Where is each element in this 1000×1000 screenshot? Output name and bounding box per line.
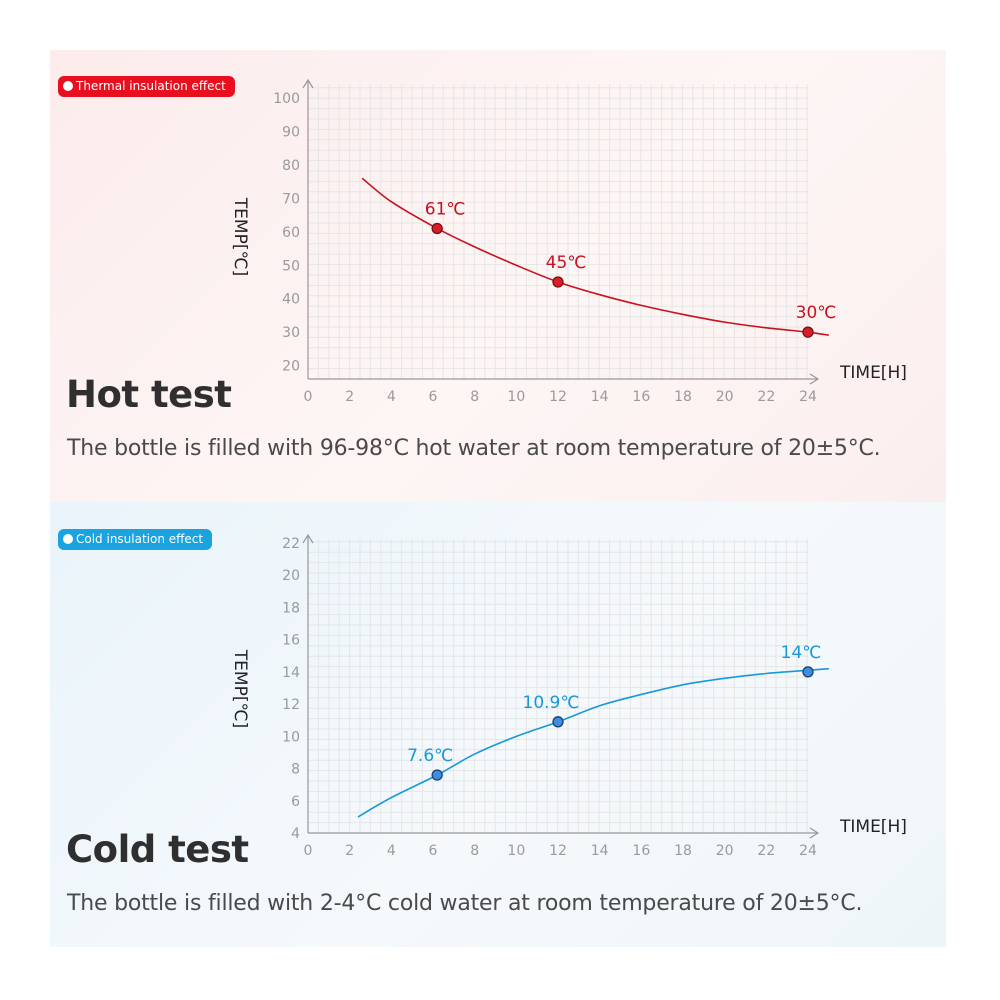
data-point [802,666,814,678]
data-point [552,716,564,728]
x-tick-label: 8 [470,843,479,859]
data-point [802,326,814,338]
x-tick-label: 18 [674,843,692,859]
y-tick-label: 70 [282,191,300,207]
x-tick-label: 22 [757,389,775,405]
x-tick-label: 4 [387,843,396,859]
x-tick-label: 2 [345,843,354,859]
x-tick-label: 14 [591,389,609,405]
y-tick-label: 12 [282,697,300,713]
x-axis-arrow-icon [809,373,820,385]
x-axis-title: TIME[H] [839,817,907,837]
y-tick-label: 90 [282,124,300,140]
thermal-insulation-badge: Thermal insulation effect [58,76,235,97]
x-tick-label: 24 [799,843,817,859]
x-tick-label: 22 [757,843,775,859]
cold-test-description: The bottle is filled with 2-4°C cold wat… [67,891,863,916]
hot-test-panel: Thermal insulation effect 0 2 4 6 8 10 12 14 16 1… [50,50,946,502]
hot-test-title: Hot test [66,373,232,416]
y-tick-label: 100 [273,91,300,107]
grid [307,84,808,380]
x-tick-label: 10 [507,843,525,859]
y-tick-label: 18 [282,600,300,616]
x-tick-label: 4 [387,389,396,405]
x-tick-label: 24 [799,389,817,405]
grid [307,539,808,834]
y-tick-label: 16 [282,633,300,649]
data-point-label: 7.6℃ [407,746,453,766]
data-point [431,222,443,235]
y-tick-label: 20 [282,568,300,584]
x-tick-label: 12 [549,389,567,405]
hot-test-chart: 0 2 4 6 8 10 12 14 16 18 20 22 242030405060708090100… [230,78,907,405]
hot-test-description: The bottle is filled with 96-98°C hot wa… [67,436,881,461]
y-tick-label: 22 [282,536,300,552]
y-tick-label: 80 [282,158,300,174]
x-tick-label: 10 [507,389,525,405]
badge-label: Cold insulation effect [76,532,204,546]
x-tick-label: 20 [716,389,734,405]
x-tick-label: 8 [470,389,479,405]
y-tick-label: 30 [282,325,300,341]
x-tick-label: 0 [304,843,313,859]
y-axis-arrow-icon [302,533,314,544]
y-tick-label: 14 [282,665,300,681]
y-axis-title: TEMP[℃] [230,197,250,276]
x-tick-label: 6 [429,843,438,859]
y-tick-label: 20 [282,359,300,375]
cold-test-title: Cold test [66,828,249,871]
data-point-label: 45℃ [546,253,587,273]
y-tick-label: 40 [282,292,300,308]
cold-insulation-badge: Cold insulation effect [58,529,213,550]
x-axis-arrow-icon [809,827,820,839]
y-tick-label: 60 [282,225,300,241]
cold-test-chart: 0 2 4 6 8 10 12 14 16 18 20 22 2446810121416182022TI… [230,533,907,859]
data-point-label: 10.9℃ [523,693,580,713]
temperature-curve [357,667,829,818]
y-tick-label: 50 [282,258,300,274]
data-point [431,769,443,781]
data-point-label: 61℃ [425,199,466,219]
data-point-label: 30℃ [796,303,837,323]
y-tick-label: 6 [291,794,300,810]
x-tick-label: 18 [674,389,692,405]
badge-label: Thermal insulation effect [76,79,226,93]
y-tick-label: 4 [291,826,300,842]
x-tick-label: 20 [716,843,734,859]
x-tick-label: 0 [304,389,313,405]
x-tick-label: 14 [591,843,609,859]
data-point [552,276,564,288]
cold-test-panel: Cold insulation effect 0 2 4 6 8 10 12 14 16 18 20… [50,502,946,947]
x-tick-label: 12 [549,843,567,859]
x-tick-label: 16 [632,843,650,859]
x-tick-label: 6 [429,389,438,405]
y-axis-arrow-icon [302,78,314,89]
x-tick-label: 2 [345,389,354,405]
x-axis-title: TIME[H] [839,363,907,383]
x-tick-label: 16 [632,389,650,405]
y-axis-title: TEMP[℃] [230,649,250,728]
badge-dot-icon [63,534,73,544]
y-tick-label: 8 [291,762,300,778]
y-tick-label: 10 [282,729,300,745]
data-point-label: 14℃ [781,643,822,663]
badge-dot-icon [63,81,73,91]
